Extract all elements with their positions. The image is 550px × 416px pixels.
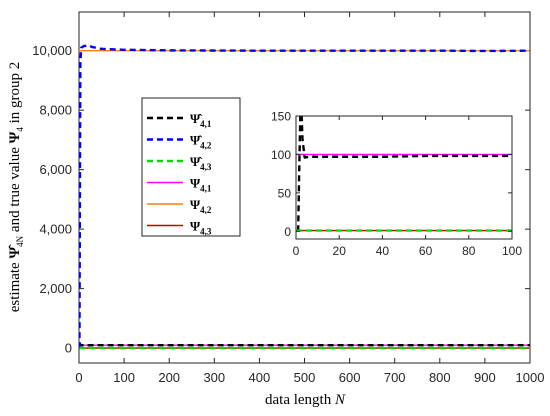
inset-axes: 0 20 40 60 80 100 0 50 100 150 — [271, 110, 522, 259]
main-x-tick-label: 700 — [384, 370, 406, 385]
y-axis-label: estimate Ψ̂4N and true value Ψ4 in group… — [7, 62, 25, 313]
main-y-tick-label: 4,000 — [39, 222, 72, 237]
main-y-tick-label: 2,000 — [39, 281, 72, 296]
main-x-tick-label: 1000 — [516, 370, 545, 385]
main-x-tick-label: 100 — [113, 370, 135, 385]
main-series-line — [79, 44, 530, 349]
legend-label: Ψ4,2 — [190, 197, 212, 215]
main-x-ticks: 0 100 200 300 400 500 600 700 800 900 1000 — [75, 12, 544, 385]
main-x-tick-label: 600 — [339, 370, 361, 385]
legend-label: Ψ4,1 — [190, 176, 212, 194]
main-series — [79, 44, 530, 350]
inset-background — [296, 116, 512, 239]
inset-plot-frame — [295, 115, 513, 240]
legend: Ψ̂4,1 Ψ̂4,2 Ψ̂4,3 Ψ4,1 Ψ4,2 Ψ4,3 — [141, 97, 241, 237]
inset-x-tick-label: 20 — [333, 244, 347, 258]
main-x-tick-label: 500 — [294, 370, 316, 385]
legend-label: Ψ̂4,3 — [190, 154, 212, 172]
main-y-tick-label: 8,000 — [39, 103, 72, 118]
main-y-ticks: 0 2,000 4,000 6,000 8,000 10,000 — [32, 43, 530, 356]
legend-label: Ψ̂4,2 — [190, 133, 212, 151]
inset-series-line — [296, 116, 512, 232]
legend-box — [141, 97, 241, 237]
x-axis-label: data length N — [265, 392, 346, 408]
inset-x-tick-label: 80 — [462, 244, 476, 258]
inset-y-tick-label: 150 — [271, 110, 291, 124]
inset-x-tick-label: 100 — [502, 244, 522, 258]
main-y-tick-label: 6,000 — [39, 162, 72, 177]
inset-y-tick-label: 0 — [284, 225, 291, 239]
main-x-tick-label: 200 — [158, 370, 180, 385]
inset-x-tick-label: 60 — [419, 244, 433, 258]
inset-x-tick-label: 0 — [293, 244, 300, 258]
inset-x-ticks: 0 20 40 60 80 100 — [293, 116, 522, 258]
main-x-tick-label: 400 — [249, 370, 271, 385]
inset-y-tick-label: 50 — [278, 186, 292, 200]
inset-y-tick-label: 100 — [271, 148, 291, 162]
main-x-tick-label: 900 — [474, 370, 496, 385]
main-y-tick-label: 10,000 — [32, 43, 72, 58]
main-x-tick-label: 0 — [75, 370, 82, 385]
legend-label: Ψ̂4,1 — [190, 111, 212, 129]
inset-x-tick-label: 40 — [376, 244, 390, 258]
inset-y-ticks: 0 50 100 150 — [271, 110, 512, 239]
main-x-tick-label: 300 — [203, 370, 225, 385]
inset-series — [296, 116, 512, 232]
main-x-tick-label: 800 — [429, 370, 451, 385]
legend-label: Ψ4,3 — [190, 219, 212, 237]
main-y-tick-label: 0 — [65, 341, 72, 356]
main-axes: 0 100 200 300 400 500 600 700 800 900 1000 02,0004… — [7, 11, 544, 408]
